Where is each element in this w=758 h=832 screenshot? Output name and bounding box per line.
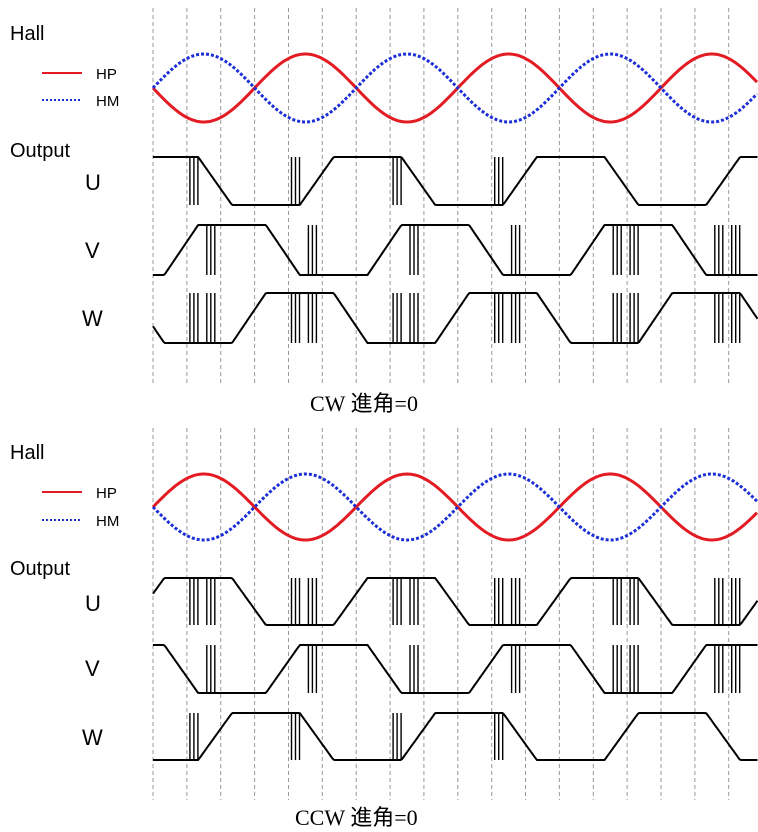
hp-waveform [151,52,758,124]
legend-hm-label: HM [96,513,119,530]
phase-waveform [153,224,758,276]
legend-hp-label: HP [96,485,117,502]
panel-ccw: Hall HP HM Output U V W CCW 進角=0 [10,442,758,830]
hm-waveform [151,472,758,542]
phase-label-u: U [85,591,101,616]
hp-waveform [151,472,758,542]
time-gridlines [152,8,730,800]
legend-hm-label: HM [96,93,119,110]
phase-label-v: V [85,238,100,263]
hall-label: Hall [10,23,44,45]
phase-waveform [153,644,758,694]
caption-ccw: CCW 進角=0 [295,805,418,830]
caption-cw: CW 進角=0 [310,391,418,416]
phase-waveform [152,577,758,626]
hall-waveforms [151,52,758,124]
phase-label-w: W [82,306,103,331]
phase-waveform [153,712,758,761]
output-waveforms [152,577,758,761]
phase-waveform [153,156,758,206]
phase-label-w: W [82,725,103,750]
output-label: Output [10,140,70,162]
phase-waveform [152,292,758,344]
output-label: Output [10,558,70,580]
phase-label-v: V [85,656,100,681]
phase-label-u: U [85,170,101,195]
hall-waveforms [151,472,758,542]
hm-waveform [151,52,758,124]
panel-cw: Hall HP HM Output U V W CW 進角=0 [10,23,758,416]
legend-hp-label: HP [96,66,117,83]
hall-label: Hall [10,442,44,464]
output-waveforms [152,156,758,344]
